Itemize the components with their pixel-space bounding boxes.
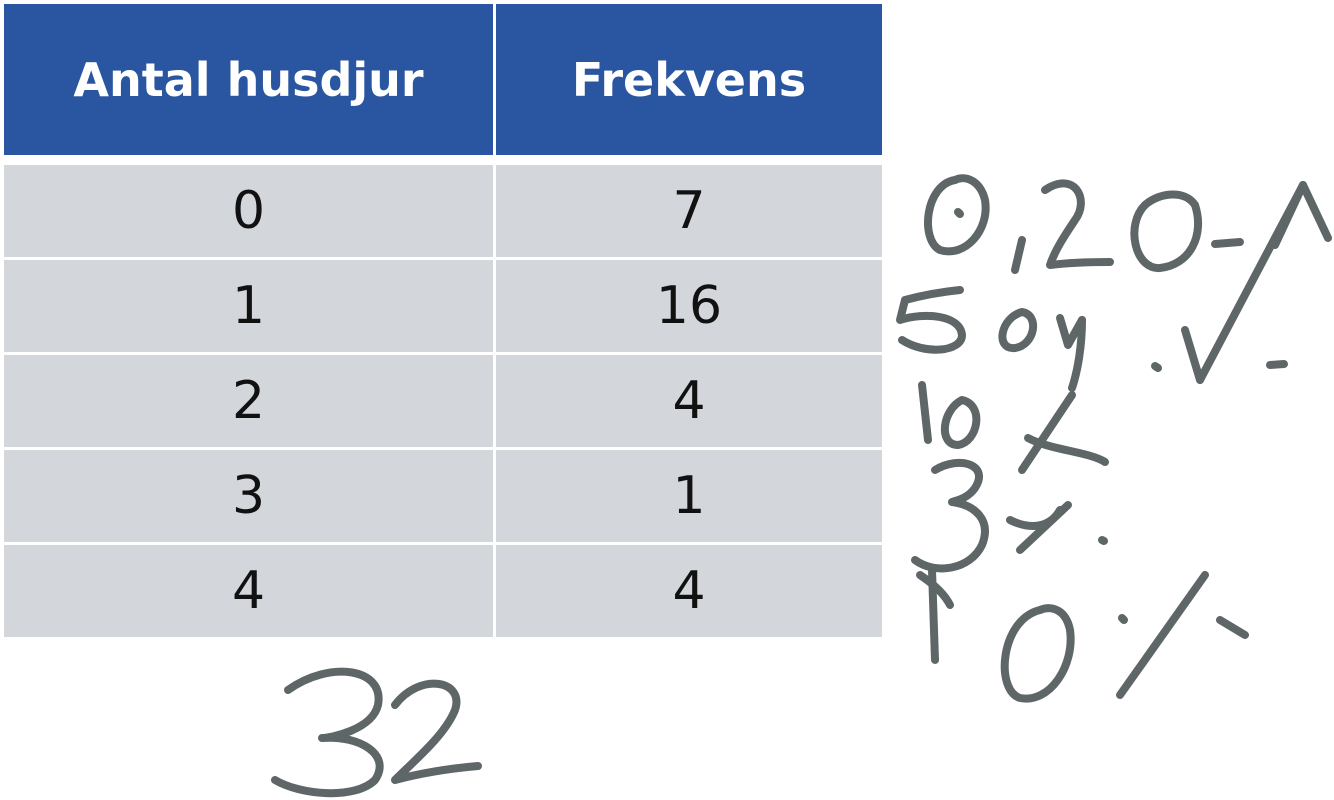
cell-antal: 3 bbox=[4, 450, 493, 542]
table-row: 4 4 bbox=[4, 545, 882, 637]
handwritten-note-0-20 bbox=[924, 174, 1244, 274]
cell-frekvens: 4 bbox=[496, 545, 882, 637]
header-frekvens: Frekvens bbox=[496, 4, 882, 155]
cell-frekvens: 4 bbox=[496, 355, 882, 447]
table-row: 1 16 bbox=[4, 260, 882, 352]
frequency-table: Antal husdjur Frekvens 0 7 1 16 2 4 3 1 … bbox=[4, 4, 882, 640]
header-antal-husdjur: Antal husdjur bbox=[4, 4, 493, 155]
table-header-row: Antal husdjur Frekvens bbox=[4, 4, 882, 155]
table-row: 0 7 bbox=[4, 165, 882, 257]
cell-antal: 0 bbox=[4, 165, 493, 257]
table-row: 3 1 bbox=[4, 450, 882, 542]
handwritten-note-50 bbox=[896, 286, 1162, 392]
handwritten-note-10 bbox=[918, 381, 1109, 474]
cell-antal: 2 bbox=[4, 355, 493, 447]
cell-antal: 1 bbox=[4, 260, 493, 352]
handwritten-note-3 bbox=[911, 458, 1108, 573]
cell-frekvens: 7 bbox=[496, 165, 882, 257]
cell-antal: 4 bbox=[4, 545, 493, 637]
handwritten-total bbox=[271, 667, 482, 798]
table-row: 2 4 bbox=[4, 355, 882, 447]
cell-frekvens: 1 bbox=[496, 450, 882, 542]
cell-frekvens: 16 bbox=[496, 260, 882, 352]
handwritten-note-10-bottom bbox=[916, 566, 1249, 703]
handwritten-arrow-up-down bbox=[1181, 181, 1332, 384]
